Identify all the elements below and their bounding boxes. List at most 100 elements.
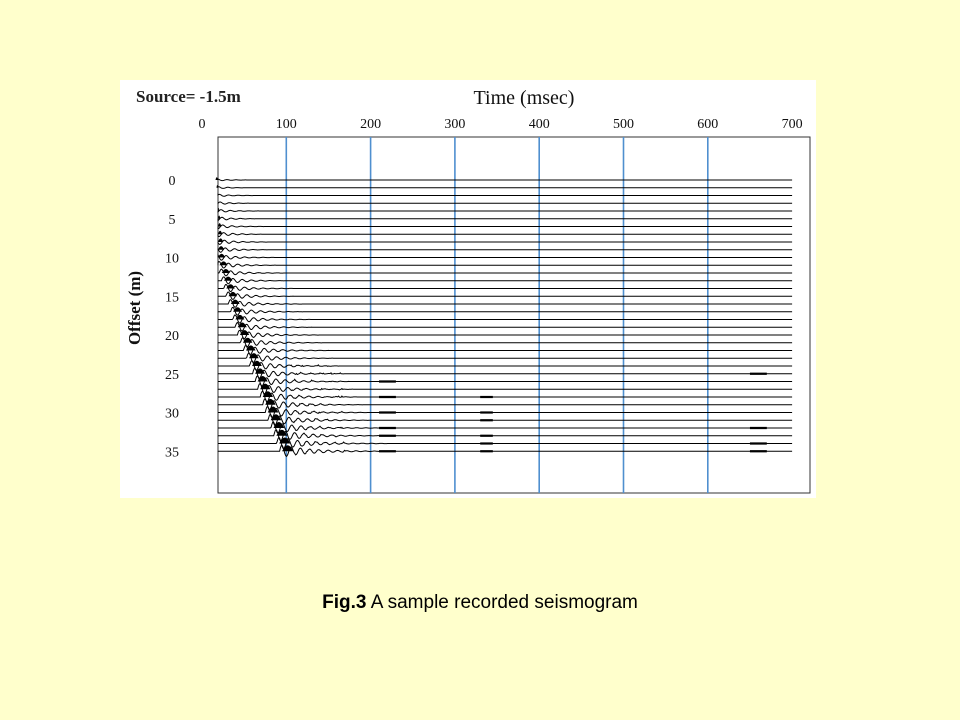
seismic-trace [218,405,793,419]
x-tick-label: 500 [613,117,634,132]
seismic-trace [217,247,793,253]
source-label: Source= -1.5m [136,87,241,106]
seismic-trace [217,178,793,182]
trace-fill [217,192,218,196]
figure-panel: Source= -1.5m Time (msec) Offset (m) 0 10… [120,80,816,498]
trace-fill [218,215,221,219]
figure-number: Fig.3 [322,592,367,613]
trace-fill [270,414,282,421]
trace-fill [224,276,233,281]
x-axis-title: Time (msec) [474,87,575,109]
seismic-trace [217,352,793,364]
trace-fill [246,345,256,351]
trace-fill [235,314,245,320]
seismic-trace [217,232,793,238]
x-tick-labels: 0 100 200 300 400 500 600 700 [199,117,803,132]
x-tick-label: 600 [697,117,718,132]
trace-fill [276,429,288,436]
seismic-trace [217,186,793,189]
trace-fill [218,230,223,235]
seismic-trace [218,390,793,403]
seismic-trace [217,383,793,395]
trace-fill [218,246,225,250]
vertical-gridlines [285,137,709,493]
seismic-trace [217,306,793,316]
x-tick-label: 300 [444,117,465,132]
trace-fill [239,330,250,335]
caption-text: A sample recorded seismogram [370,592,638,613]
seismic-trace [217,239,793,245]
trace-fill [249,353,259,359]
y-tick-label: 35 [165,445,179,460]
y-tick-label: 0 [169,174,176,189]
seismic-trace [217,321,793,332]
y-axis-title: Offset (m) [125,271,144,345]
y-tick-labels: 0 5 10 15 20 25 30 35 [165,174,179,460]
seismic-traces [215,177,793,458]
seismic-trace [217,209,793,214]
figure-caption: Fig.3 A sample recorded seismogram [0,592,960,614]
seismic-trace [217,398,793,411]
trace-fill [273,422,285,428]
trace-fill [215,177,218,180]
y-tick-label: 10 [165,252,179,267]
trace-fill [267,406,279,413]
y-tick-label: 20 [165,329,179,344]
seismic-trace [218,283,793,293]
seismic-trace [217,224,793,230]
trace-fill [218,253,226,258]
trace-fill [265,398,276,405]
seismic-trace [218,359,793,371]
seismic-trace [218,436,793,450]
trace-fill [242,337,253,343]
plot-frame [217,136,811,494]
seismic-trace [218,314,793,324]
seismic-trace [217,201,793,205]
seismic-trace [217,216,793,222]
seismic-trace [217,261,793,269]
trace-fill [257,375,268,382]
trace-fill [237,322,247,328]
trace-fill [228,291,238,297]
trace-fill [226,284,235,289]
trace-fill [282,445,294,452]
seismic-trace [217,337,793,348]
trace-fill [255,368,266,374]
seismic-trace [218,375,793,387]
trace-fill [279,437,291,444]
seismic-trace [218,329,793,340]
x-tick-label: 100 [276,117,297,132]
seismic-trace [217,291,793,300]
seismogram-chart: Source= -1.5m Time (msec) Offset (m) 0 10… [125,87,811,494]
trace-fill [216,184,218,188]
trace-fill [221,269,230,273]
seismic-trace [218,299,793,308]
y-tick-label: 15 [165,290,179,305]
y-tick-label: 5 [169,213,176,228]
seismic-trace [217,428,793,442]
seismic-trace [217,413,793,426]
trace-fill [219,261,228,266]
x-tick-label: 700 [782,117,803,132]
seismic-trace [217,276,793,285]
trace-fill [260,383,271,390]
x-tick-label: 0 [199,117,206,132]
x-tick-label: 400 [529,117,550,132]
seismic-trace [218,421,793,434]
seismic-trace [218,268,793,277]
trace-fill [262,391,273,397]
x-tick-label: 200 [360,117,381,132]
seismic-trace [217,444,793,458]
y-tick-label: 25 [165,368,179,383]
seismic-trace [217,193,793,197]
trace-fill [233,307,243,312]
trace-fill [218,207,220,211]
trace-fill [218,223,222,227]
seismic-trace [217,253,793,261]
trace-fill [218,238,224,242]
seismic-trace [217,367,793,379]
seismic-trace [218,344,793,356]
trace-fill [230,299,240,304]
y-tick-label: 30 [165,407,179,422]
trace-fill [252,360,262,366]
